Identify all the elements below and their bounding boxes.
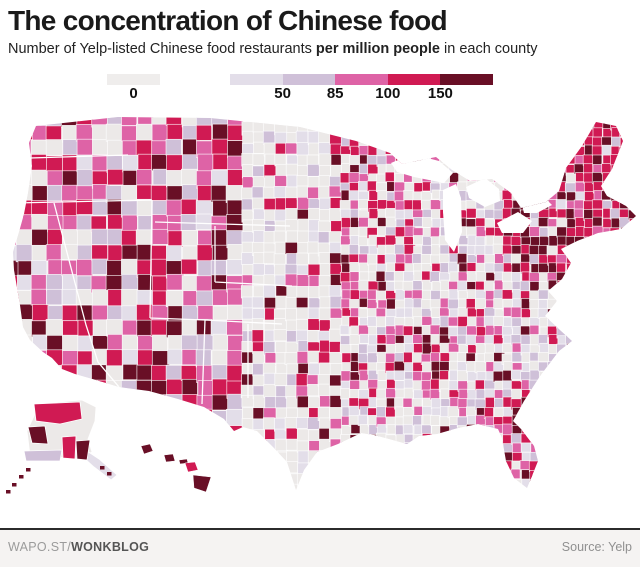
- footer: WAPO.ST/WONKBLOG Source: Yelp: [0, 530, 640, 567]
- legend-break-label: 100: [375, 85, 401, 102]
- subtitle-suffix: in each county: [439, 41, 538, 57]
- alaska-inset: [6, 399, 118, 494]
- wonkblog-shortlink: WAPO.ST/WONKBLOG: [8, 540, 149, 554]
- legend-class-swatch: [440, 74, 493, 85]
- legend-break-label: 50: [274, 85, 291, 102]
- legend-class-swatch: [335, 74, 388, 85]
- subtitle-bold: per million people: [315, 41, 440, 57]
- source-credit: Source: Yelp: [561, 540, 632, 554]
- state-borders: [13, 154, 293, 405]
- hawaii-inset: [140, 443, 212, 493]
- subtitle: Number of Yelp-listed Chinese food resta…: [8, 41, 538, 57]
- legend-break-label: 150: [427, 85, 453, 102]
- page-title: The concentration of Chinese food: [8, 5, 448, 36]
- legend-class-swatch: [282, 74, 336, 85]
- legend-class-swatch: [387, 74, 441, 85]
- shortlink-bold: WONKBLOG: [71, 540, 150, 554]
- legend-zero-swatch: [107, 74, 160, 85]
- legend-zero-label: 0: [129, 85, 138, 102]
- shortlink-prefix: WAPO.ST/: [8, 540, 72, 554]
- legend-class-swatch: [230, 74, 283, 85]
- county-mosaic: [13, 117, 636, 490]
- subtitle-prefix: Number of Yelp-listed Chinese food resta…: [8, 41, 316, 57]
- legend-color-bar: [230, 74, 493, 85]
- footer-divider: [0, 528, 640, 530]
- legend-break-label: 85: [326, 85, 344, 102]
